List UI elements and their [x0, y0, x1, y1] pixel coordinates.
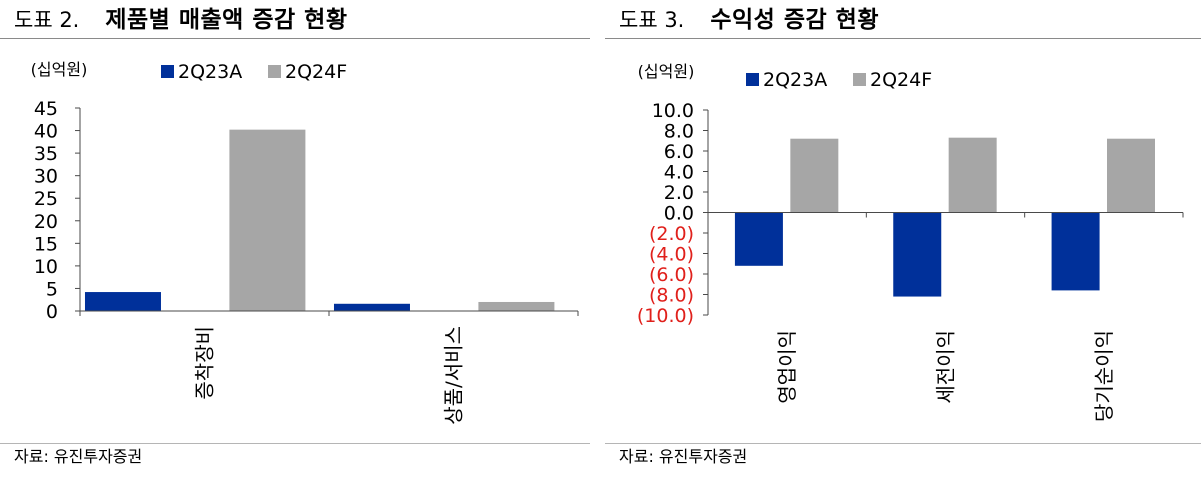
category-label: 당기순이익 — [1092, 330, 1116, 422]
legend-swatch-2q24f — [268, 65, 281, 78]
profitability-change-chart: (십억원) 2Q23A 2Q24F10.08.06.04.02.00.0(2.0)(… — [637, 62, 1184, 422]
y-tick-label: 45 — [34, 98, 58, 120]
chart-title: 수익성 증감 현황 — [710, 7, 879, 33]
bar-2q23a-1 — [84, 292, 161, 311]
figure-number: 도표 2. — [14, 8, 80, 32]
y-tick-label: 20 — [34, 211, 58, 233]
legend-swatch-2q23a — [746, 73, 759, 86]
category-label: 영업이익 — [775, 330, 799, 404]
y-tick-label: (2.0) — [649, 223, 694, 245]
figure-number: 도표 3. — [619, 8, 685, 32]
bar-2q24f-2 — [948, 137, 997, 213]
y-tick-label: 8.0 — [664, 121, 694, 143]
legend-label-2q24f: 2Q24F — [285, 61, 347, 83]
chart-panel-left: 도표 2. 제품별 매출액 증감 현황 (십억원) 2Q23A 2Q24F 0 5 10 15… — [0, 0, 590, 478]
bar-2q23a-2 — [893, 212, 942, 297]
bar-2q24f-2 — [478, 301, 555, 311]
legend-label-2q23a: 2Q23A — [178, 61, 242, 83]
y-tick-label: (10.0) — [637, 305, 694, 327]
legend-label-2q23a: 2Q23A — [763, 69, 827, 91]
y-tick-label: 5 — [46, 278, 58, 300]
y-tick-label: (4.0) — [649, 244, 694, 266]
y-tick-label: 6.0 — [664, 141, 694, 163]
legend-label-2q24f: 2Q24F — [870, 69, 932, 91]
bar-2q24f-1 — [229, 129, 306, 311]
legend-swatch-2q23a — [161, 65, 174, 78]
title-divider — [605, 38, 1201, 39]
title-divider — [0, 38, 590, 39]
legend-swatch-2q24f — [853, 73, 866, 86]
bar-2q23a-1 — [734, 212, 783, 266]
y-tick-label: (6.0) — [649, 264, 694, 286]
category-label: 증착장비 — [193, 326, 217, 400]
y-tick-label: 0 — [46, 301, 58, 323]
bar-2q23a-2 — [333, 303, 410, 311]
source-divider — [0, 443, 590, 444]
y-tick-label: 30 — [34, 166, 58, 188]
bar-2q23a-3 — [1051, 212, 1100, 291]
category-label: 세전이익 — [934, 330, 958, 404]
y-tick-label: 2.0 — [664, 182, 694, 204]
y-tick-label: 10 — [34, 256, 58, 278]
y-tick-label: 25 — [34, 188, 58, 210]
y-tick-label: 40 — [34, 121, 58, 143]
bar-2q24f-3 — [1107, 138, 1155, 213]
chart-title: 제품별 매출액 증감 현황 — [105, 7, 348, 33]
y-tick-label: 35 — [34, 143, 58, 165]
y-tick-label: 10.0 — [652, 100, 694, 122]
unit-label: (십억원) — [31, 60, 88, 79]
y-tick-label: (8.0) — [649, 285, 694, 307]
source-note: 자료: 유진투자증권 — [619, 447, 748, 466]
y-tick-label: 4.0 — [664, 162, 694, 184]
unit-label: (십억원) — [638, 62, 695, 81]
source-divider — [605, 443, 1201, 444]
y-tick-label: 0.0 — [664, 203, 694, 225]
figure-title: 도표 2. 제품별 매출액 증감 현황 — [14, 2, 347, 38]
category-label: 상품/서비스 — [442, 326, 466, 425]
source-note: 자료: 유진투자증권 — [14, 447, 143, 466]
figure-title: 도표 3. 수익성 증감 현황 — [619, 2, 879, 38]
chart-panel-right: 도표 3. 수익성 증감 현황 (십억원) 2Q23A 2Q24F 10.0 8.0 6.0… — [605, 0, 1201, 478]
bar-2q24f-1 — [790, 138, 839, 213]
y-tick-label: 15 — [34, 233, 58, 255]
